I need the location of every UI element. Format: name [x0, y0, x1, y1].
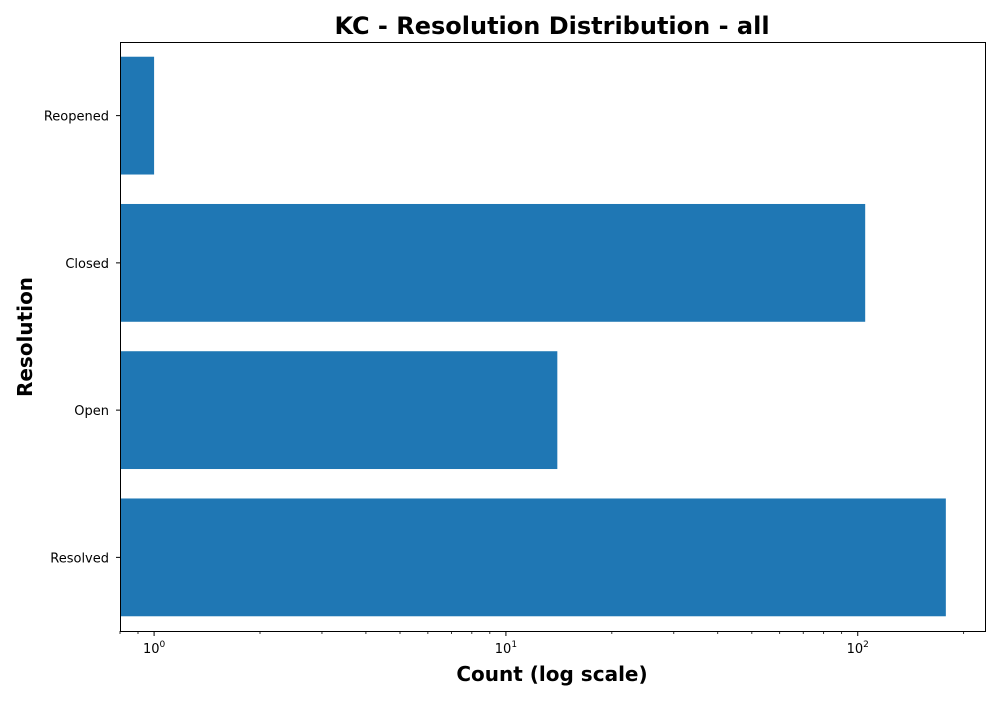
bar-resolved — [120, 498, 946, 617]
x-axis: 100 101 102 — [119, 631, 965, 657]
plot-frame — [120, 42, 986, 632]
chart-title: KC - Resolution Distribution - all — [334, 12, 769, 40]
bar-open — [120, 351, 558, 470]
x-tick-label: 101 — [495, 640, 517, 657]
y-tick-label-closed: Closed — [65, 257, 109, 272]
y-tick-label-reopened: Reopened — [44, 110, 109, 125]
x-axis-label: Count (log scale) — [456, 662, 647, 686]
x-tick-label: 102 — [847, 640, 869, 657]
y-tick-label-resolved: Resolved — [50, 551, 109, 566]
x-tick-label: 100 — [143, 640, 166, 657]
y-axis: Resolved Open Closed Reopened — [44, 110, 120, 566]
bar-closed — [120, 203, 866, 322]
bar-reopened — [120, 56, 155, 175]
y-tick-label-open: Open — [74, 404, 109, 419]
y-axis-label: Resolution — [13, 277, 37, 397]
bars-group — [120, 56, 946, 617]
